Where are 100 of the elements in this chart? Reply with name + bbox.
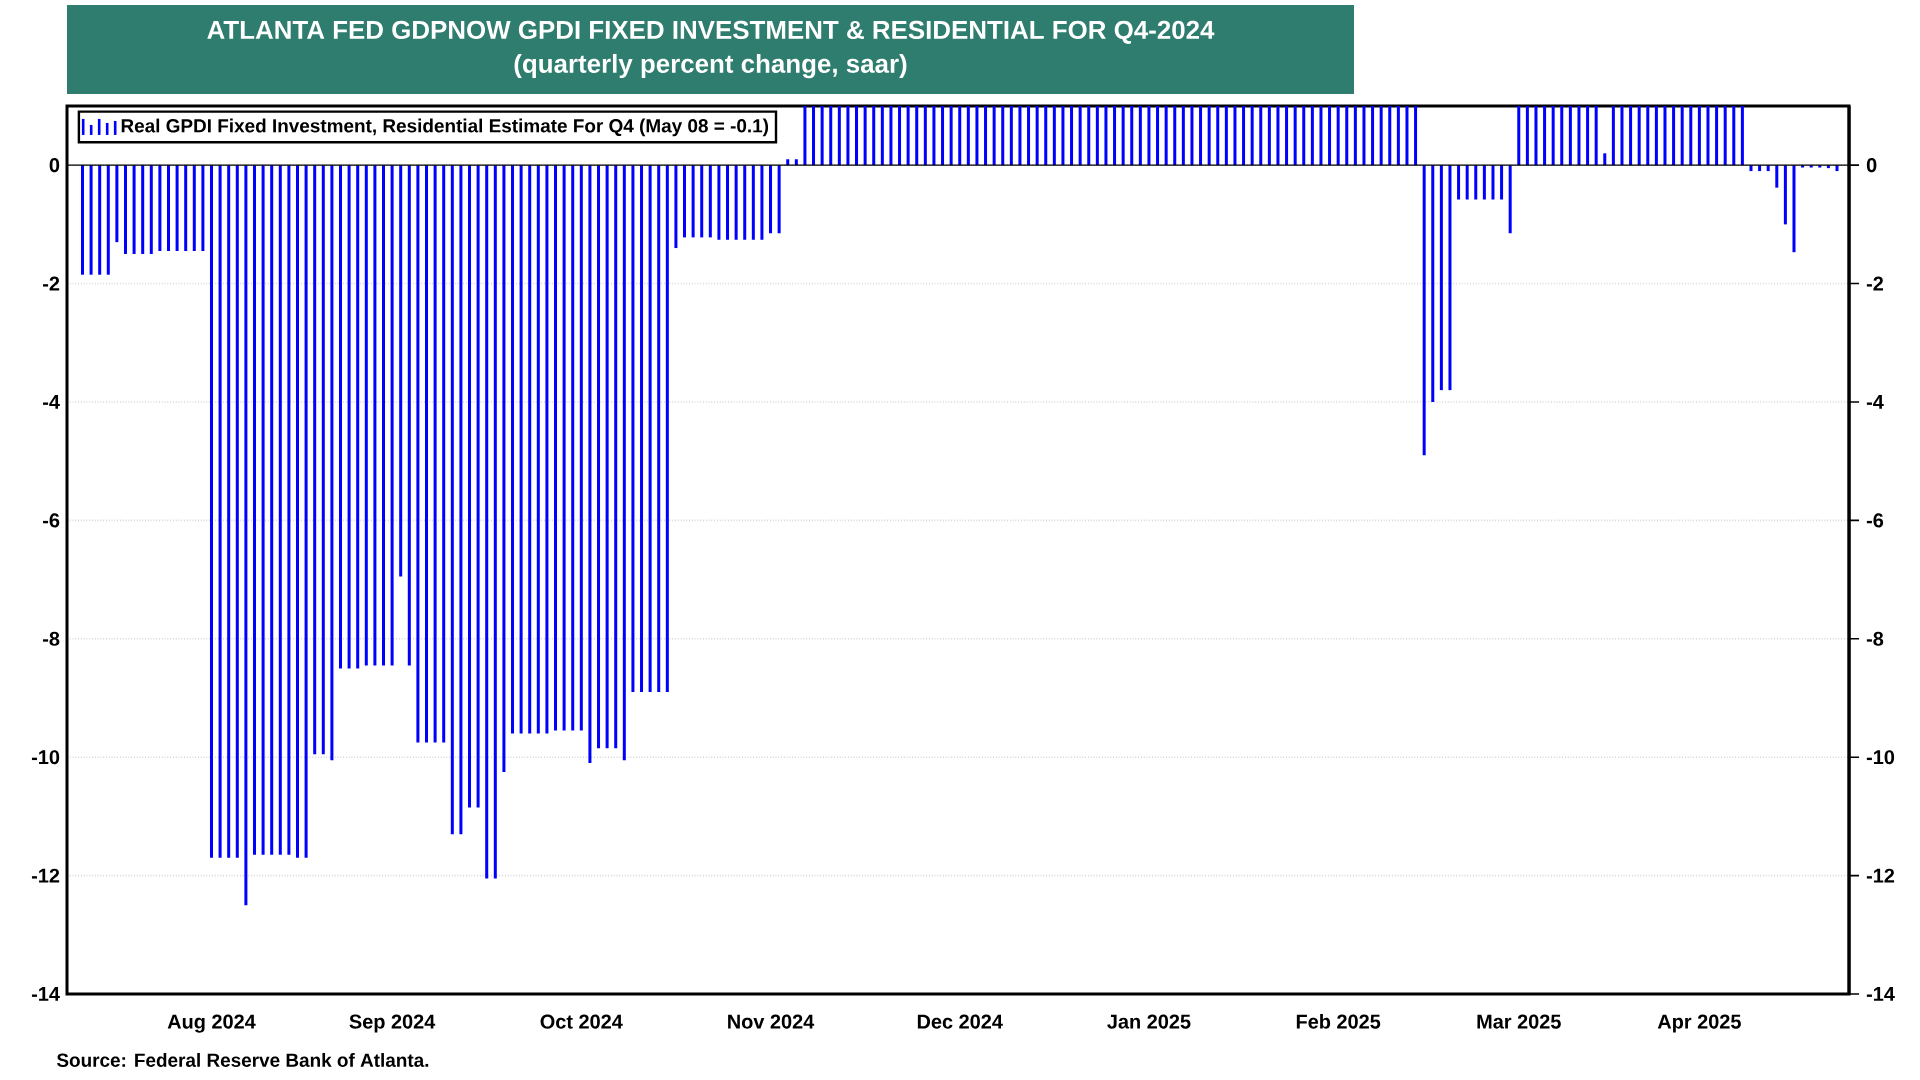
bar [528,165,532,734]
bar [605,165,609,749]
bar [872,105,876,166]
bar [485,165,489,879]
y2-tick-label: -10 [1866,750,1895,765]
bar [949,105,953,166]
bar [1697,105,1701,166]
bar [683,165,687,238]
bar [554,165,558,731]
bar [1680,105,1684,166]
bar [123,165,127,254]
x-tick-label: Mar 2025 [1477,1014,1561,1029]
bar [1783,165,1787,225]
bar [648,165,652,693]
bar [846,105,850,166]
bar [1285,105,1289,166]
bar [218,165,222,858]
bar [760,165,764,240]
bar [252,165,256,855]
bar [192,165,196,252]
bar [1775,165,1779,188]
bar [149,165,153,254]
bar [270,165,274,855]
bar [717,165,721,240]
bar [1156,105,1160,166]
bar [1448,165,1452,391]
bar [863,105,867,166]
bar [347,165,351,669]
bar [321,165,325,755]
chart-title: ATLANTA FED GDPNOW GPDI FIXED INVESTMENT & RESIDENTIAL FOR Q4-2024 [207,20,1215,44]
bar [941,105,945,166]
bar [803,105,807,166]
bar [1009,105,1013,166]
bar [106,165,110,275]
bar [751,165,755,240]
bar [855,105,859,166]
bar [450,165,454,835]
bar [1199,105,1203,166]
bar [1164,105,1168,166]
bar [1371,105,1375,166]
bar [1104,105,1108,166]
bar [536,165,540,734]
bar [1207,105,1211,166]
bar [1319,105,1323,166]
bar [1568,105,1572,166]
bar [235,165,239,858]
bar [640,165,644,693]
bar [1577,105,1581,166]
bar [1689,105,1693,166]
bar [622,165,626,761]
bar [1302,105,1306,166]
bar [364,165,368,666]
bar [1500,165,1504,200]
bar [889,105,893,166]
y-tick-label: -4 [43,395,60,409]
bar [1551,105,1555,166]
y-tick-label: -14 [31,987,60,1001]
bar [992,105,996,166]
y2-tick-label: 0 [1866,158,1877,173]
bar [1035,105,1039,166]
bar [1310,105,1314,166]
bar [657,165,661,693]
bar [295,165,300,858]
bar [493,165,497,879]
bar [708,165,712,238]
bar [597,165,601,749]
bar [1474,165,1478,200]
bar [1345,105,1349,166]
bar [1482,165,1486,200]
bar [898,105,902,166]
bar [1061,105,1065,166]
bar [915,105,919,166]
x-tick-label: Apr 2025 [1657,1014,1741,1033]
bar [1259,105,1263,166]
bar [674,165,678,249]
bar [1052,105,1056,166]
bar [1723,105,1727,166]
bar [468,165,472,808]
chart-subtitle: (quarterly percent change, saar) [514,53,907,79]
bar [829,105,833,166]
bar [382,165,386,666]
bar [184,165,188,252]
bar [1646,105,1650,166]
bar [227,165,231,858]
y2-tick-label: -6 [1866,513,1884,528]
bar [278,165,282,855]
bar [1491,165,1495,200]
bar [1147,105,1151,166]
bar [1620,105,1624,166]
bar [1353,105,1357,166]
bar [115,165,119,243]
legend-label: Real GPDI Fixed Investment, Residential Estimate For Q4 (May 08 = -0.1) [121,118,769,137]
bar [1706,105,1710,166]
bar [786,159,790,166]
bar [1560,105,1564,166]
bar [1525,105,1529,166]
bar [1629,105,1633,166]
bar [932,105,936,166]
bar [132,165,136,254]
bar [812,105,816,166]
